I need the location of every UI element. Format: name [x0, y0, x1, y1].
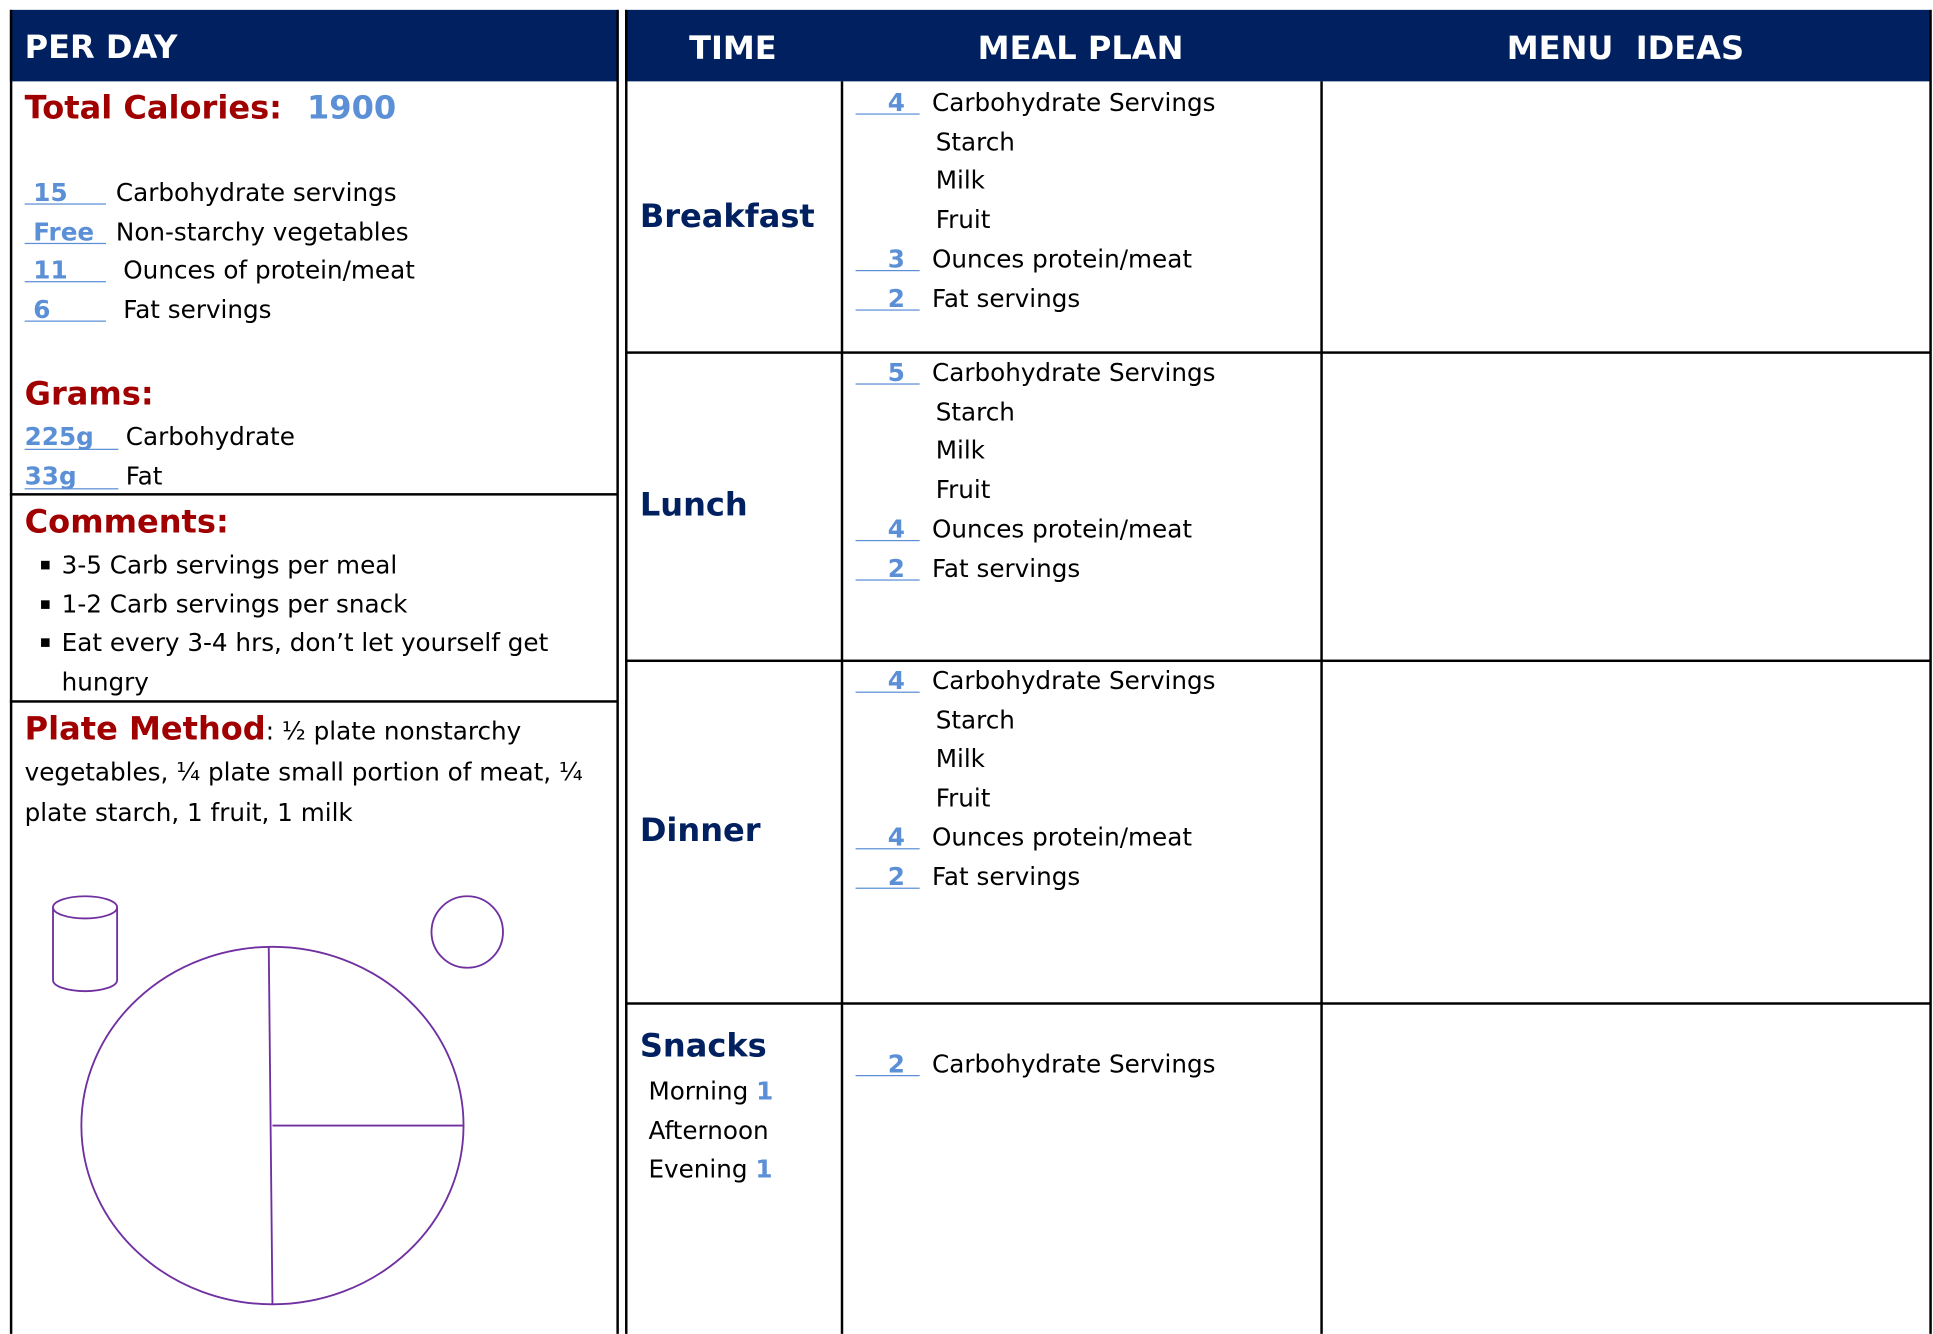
serving-label: Non-starchy vegetables — [115, 216, 409, 247]
plan-label: Fat servings — [931, 552, 1081, 583]
plate-method-title: Plate Method — [24, 711, 266, 749]
divider — [625, 659, 1931, 662]
border — [840, 81, 843, 1334]
border — [625, 9, 627, 1334]
plan-value: 3 — [855, 239, 920, 273]
comment-item: 1-2 Carb servings per snack — [39, 585, 580, 624]
snack-item: Afternoon — [648, 1110, 768, 1149]
plan-label: Milk — [935, 165, 985, 196]
column-header: MENU IDEAS — [1506, 30, 1745, 68]
plan-label: Fruit — [935, 782, 991, 813]
snack-value: 1 — [755, 1154, 773, 1184]
plan-label: Fruit — [935, 474, 991, 505]
column-header: MEAL PLAN — [977, 30, 1184, 68]
snacks-title: Snacks — [639, 1028, 767, 1066]
plan-label: Fat servings — [931, 282, 1081, 313]
plan-label: Milk — [935, 743, 985, 774]
grams-value: 225g — [24, 417, 119, 451]
serving-label: Carbohydrate servings — [115, 177, 397, 208]
border — [1320, 81, 1323, 1334]
meal-time: Breakfast — [639, 197, 815, 235]
snack-value: 1 — [756, 1076, 774, 1106]
plan-label: Carbohydrate Servings — [931, 1049, 1216, 1079]
grams-label: Carbohydrate — [125, 421, 295, 452]
comment-item: Eat every 3-4 hrs, don’t let yourself ge… — [39, 624, 580, 702]
plan-label: Fat servings — [931, 861, 1081, 891]
total-calories-label: Total Calories: — [24, 89, 282, 127]
plan-value: 4 — [855, 83, 920, 117]
plate-drawing — [52, 895, 504, 1306]
plate-method-text: : ½ plate nonstarchy vegetables, ¼ plate… — [24, 716, 583, 828]
plan-label: Carbohydrate Servings — [931, 357, 1216, 388]
comments-list: 3-5 Carb servings per meal1-2 Carb servi… — [39, 546, 580, 702]
plan-label: Milk — [935, 435, 985, 466]
plan-value: 2 — [855, 548, 920, 582]
serving-value: Free — [24, 212, 107, 246]
plan-label: Fruit — [935, 204, 991, 235]
comments-title: Comments: — [24, 504, 229, 542]
plan-value: 5 — [855, 353, 920, 387]
divider — [9, 493, 618, 495]
serving-value: 15 — [24, 173, 107, 207]
plan-value: 4 — [855, 509, 920, 543]
plan-label: Starch — [935, 396, 1015, 427]
plan-label: Carbohydrate Servings — [931, 665, 1216, 696]
serving-value: 6 — [24, 290, 107, 324]
border — [1929, 9, 1932, 1334]
plan-value: 4 — [855, 817, 920, 852]
grams-label: Fat — [125, 460, 163, 491]
serving-label: Fat servings — [123, 294, 272, 325]
plan-label: Carbohydrate Servings — [931, 87, 1216, 118]
snack-label: Morning — [648, 1076, 749, 1106]
plan-label: Starch — [935, 704, 1015, 735]
comment-item: 3-5 Carb servings per meal — [39, 546, 580, 585]
meal-time: Lunch — [639, 486, 748, 524]
total-calories-value: 1900 — [306, 89, 397, 127]
border — [616, 9, 619, 1334]
plan-label: Ounces protein/meat — [931, 822, 1192, 852]
snack-label: Afternoon — [648, 1115, 769, 1145]
meal-time: Dinner — [639, 812, 761, 850]
plan-value: 4 — [855, 661, 920, 695]
serving-label: Ounces of protein/meat — [123, 255, 415, 286]
plan-label: Ounces protein/meat — [931, 243, 1192, 274]
divider — [625, 351, 1931, 354]
per-day-header-bar — [9, 9, 618, 82]
plan-value: 2 — [855, 278, 920, 313]
column-header: TIME — [689, 30, 777, 68]
snack-label: Evening — [648, 1154, 748, 1184]
plate-method: Plate Method: ½ plate nonstarchy vegetab… — [25, 710, 598, 833]
plan-label: Ounces protein/meat — [931, 513, 1192, 544]
snack-item: Morning 1 — [648, 1071, 773, 1110]
plan-header-bar — [625, 9, 1931, 82]
grams-value: 33g — [24, 456, 119, 490]
grams-title: Grams: — [24, 376, 154, 413]
per-day-title: PER DAY — [24, 29, 178, 67]
plan-label: Starch — [935, 126, 1015, 157]
plan-value: 2 — [855, 1044, 920, 1079]
plan-value: 2 — [855, 856, 920, 891]
serving-value: 11 — [24, 251, 107, 285]
snack-item: Evening 1 — [648, 1149, 772, 1188]
divider — [625, 1002, 1931, 1005]
border — [9, 9, 12, 1334]
